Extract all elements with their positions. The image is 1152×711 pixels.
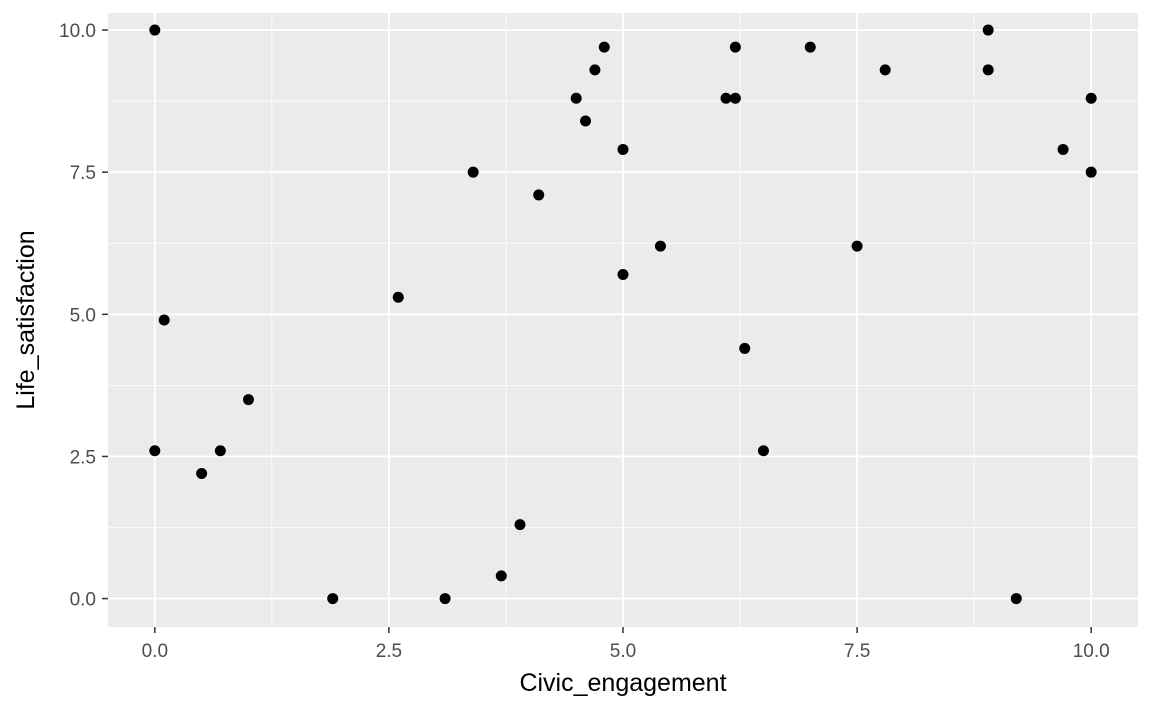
data-point: [982, 24, 994, 36]
data-point: [879, 64, 891, 76]
data-point: [392, 291, 404, 303]
x-tick-label: 10.0: [1073, 641, 1110, 662]
data-point: [598, 41, 610, 53]
y-tick-label: 7.5: [70, 163, 96, 184]
x-axis-ticks: 0.0 2.5 5.0 7.5 10.0: [142, 627, 1110, 662]
x-tick-label: 7.5: [844, 641, 870, 662]
data-point: [1085, 92, 1097, 104]
data-point: [739, 342, 751, 354]
data-point: [495, 570, 507, 582]
data-point: [982, 64, 994, 76]
y-tick-label: 2.5: [70, 447, 96, 468]
data-point: [327, 593, 339, 605]
x-tick-label: 5.0: [610, 641, 636, 662]
major-gridlines: [108, 13, 1138, 627]
data-point: [1085, 166, 1097, 178]
y-tick-label: 5.0: [70, 305, 96, 326]
data-point: [1010, 593, 1022, 605]
data-points: [149, 24, 1097, 605]
data-point: [654, 240, 666, 252]
data-point: [804, 41, 816, 53]
data-point: [757, 445, 769, 457]
data-point: [720, 92, 732, 104]
data-point: [617, 269, 629, 281]
y-tick-label: 10.0: [59, 21, 96, 42]
x-axis-title: Civic_engagement: [519, 669, 726, 697]
data-point: [467, 166, 479, 178]
data-point: [149, 445, 161, 457]
data-point: [533, 189, 545, 201]
y-axis-ticks: 0.0 2.5 5.0 7.5 10.0: [59, 21, 108, 611]
data-point: [158, 314, 170, 326]
data-point: [570, 92, 582, 104]
data-point: [729, 41, 741, 53]
data-point: [149, 24, 161, 36]
x-tick-label: 2.5: [376, 641, 402, 662]
data-point: [617, 143, 629, 155]
data-point: [729, 92, 741, 104]
data-point: [196, 468, 208, 479]
data-point: [214, 445, 226, 457]
y-axis-title: Life_satisfaction: [12, 230, 40, 409]
data-point: [580, 115, 592, 127]
data-point: [851, 240, 863, 252]
data-point: [1057, 143, 1069, 155]
y-tick-label: 0.0: [70, 590, 96, 611]
x-tick-label: 0.0: [142, 641, 168, 662]
data-point: [514, 519, 526, 531]
data-point: [242, 394, 254, 406]
data-point: [439, 593, 451, 605]
data-point: [589, 64, 601, 76]
